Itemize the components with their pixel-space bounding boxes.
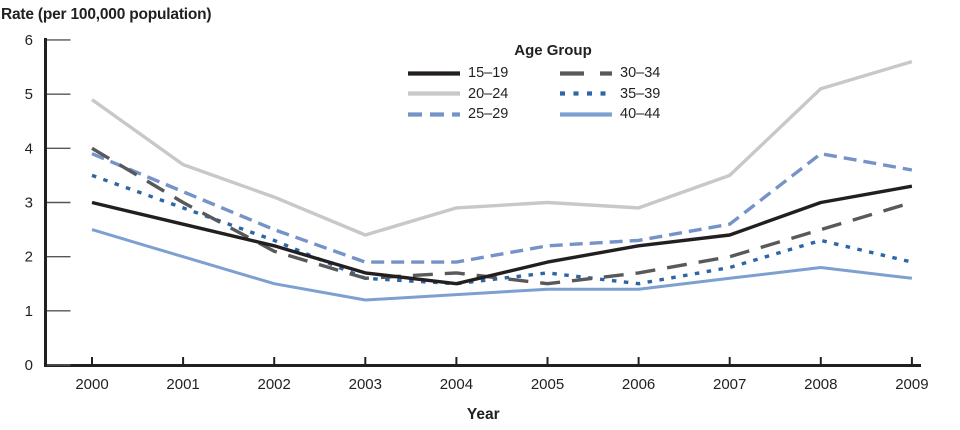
- y-tick-label: 5: [25, 86, 33, 103]
- y-tick-label: 3: [25, 194, 33, 211]
- series-line-20-24: [91, 59, 913, 237]
- legend-label-20-24: 20–24: [468, 85, 509, 102]
- x-tick-label: 2005: [531, 376, 564, 393]
- legend-label-30-34: 30–34: [620, 65, 661, 81]
- y-tick-label: 1: [25, 303, 33, 320]
- legend-swatch-40-44: [560, 112, 612, 117]
- series-line-40-44: [91, 228, 913, 302]
- legend-swatch-30-34: [560, 71, 612, 76]
- x-axis-title: Year: [467, 406, 500, 423]
- series-line-30-34: [91, 146, 913, 286]
- legend-swatch-35-39: [560, 91, 612, 96]
- x-tick-label: 2003: [349, 376, 382, 393]
- legend-swatch-15-19: [408, 71, 460, 76]
- legend-swatch-25-29: [408, 112, 460, 117]
- legend-item-20-24: 20–24: [408, 85, 560, 102]
- x-tick-label: 2004: [440, 376, 473, 393]
- legend-label-35-39: 35–39: [620, 85, 661, 102]
- legend-title: Age Group: [514, 42, 592, 59]
- series-line-25-29: [91, 151, 913, 264]
- y-tick-label: 2: [25, 249, 33, 266]
- x-tick-label: 2002: [258, 376, 291, 393]
- legend-label-25-29: 25–29: [468, 106, 509, 122]
- x-tick-label: 2008: [804, 376, 837, 393]
- legend: Age Group 15–19 30–34 20–24: [408, 42, 720, 122]
- y-tick-label: 4: [25, 140, 33, 157]
- x-tick-label: 2001: [166, 376, 199, 393]
- legend-grid: 15–19 30–34 20–24 35–39: [408, 66, 720, 122]
- y-tick-label: 6: [25, 32, 33, 49]
- legend-item-35-39: 35–39: [560, 85, 718, 102]
- y-axis-title: Rate (per 100,000 population): [1, 6, 212, 23]
- legend-item-25-29: 25–29: [408, 107, 560, 122]
- y-tick-label: 0: [25, 357, 33, 374]
- legend-swatch-20-24: [408, 91, 460, 96]
- legend-label-15-19: 15–19: [468, 65, 509, 81]
- x-tick-label: 2000: [75, 376, 108, 393]
- legend-item-40-44: 40–44: [560, 107, 718, 122]
- x-tick-label: 2006: [622, 376, 655, 393]
- series-line-15-19: [91, 184, 913, 286]
- series-line-35-39: [91, 173, 913, 286]
- x-tick-label: 2009: [895, 376, 928, 393]
- x-tick-label: 2007: [713, 376, 746, 393]
- legend-item-15-19: 15–19: [408, 66, 560, 81]
- legend-label-40-44: 40–44: [620, 106, 661, 122]
- legend-item-30-34: 30–34: [560, 66, 718, 81]
